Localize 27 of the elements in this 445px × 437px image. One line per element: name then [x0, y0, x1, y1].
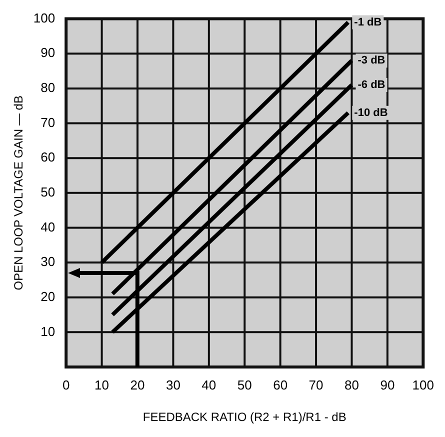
y-axis-title: OPEN LOOP VOLTAGE GAIN — dB: [12, 96, 26, 290]
y-tick-label: 50: [40, 184, 56, 200]
y-tick-label: 80: [40, 80, 56, 96]
y-tick-label: 90: [40, 45, 56, 60]
y-tick-label: 40: [40, 219, 56, 234]
x-tick-label: 0: [62, 377, 70, 392]
series-label: -3 dB: [358, 54, 386, 67]
y-tick-label: 100: [33, 10, 56, 26]
x-tick-label: 20: [130, 377, 145, 392]
x-tick-label: 50: [237, 377, 252, 392]
x-tick-label: 10: [94, 377, 110, 392]
x-axis-title: FEEDBACK RATIO (R2 + R1)/R1 - dB: [142, 410, 346, 424]
series-label: -1 dB: [354, 16, 382, 28]
x-tick-label: 30: [166, 377, 180, 392]
y-tick-label: 70: [40, 114, 56, 130]
x-tick-label: 100: [412, 377, 434, 392]
x-tick-label: 40: [202, 377, 216, 392]
series-label: -10 dB: [354, 106, 388, 119]
x-tick-label: 80: [344, 377, 359, 392]
y-tick-label: 10: [40, 324, 56, 339]
y-tick-label: 30: [40, 254, 56, 270]
x-tick-label: 60: [273, 377, 288, 392]
x-tick-label: 90: [380, 377, 395, 392]
series-label: -6 dB: [358, 78, 386, 91]
y-tick-label: 20: [40, 288, 56, 304]
y-tick-label: 60: [40, 150, 56, 165]
x-tick-label: 70: [308, 377, 324, 392]
